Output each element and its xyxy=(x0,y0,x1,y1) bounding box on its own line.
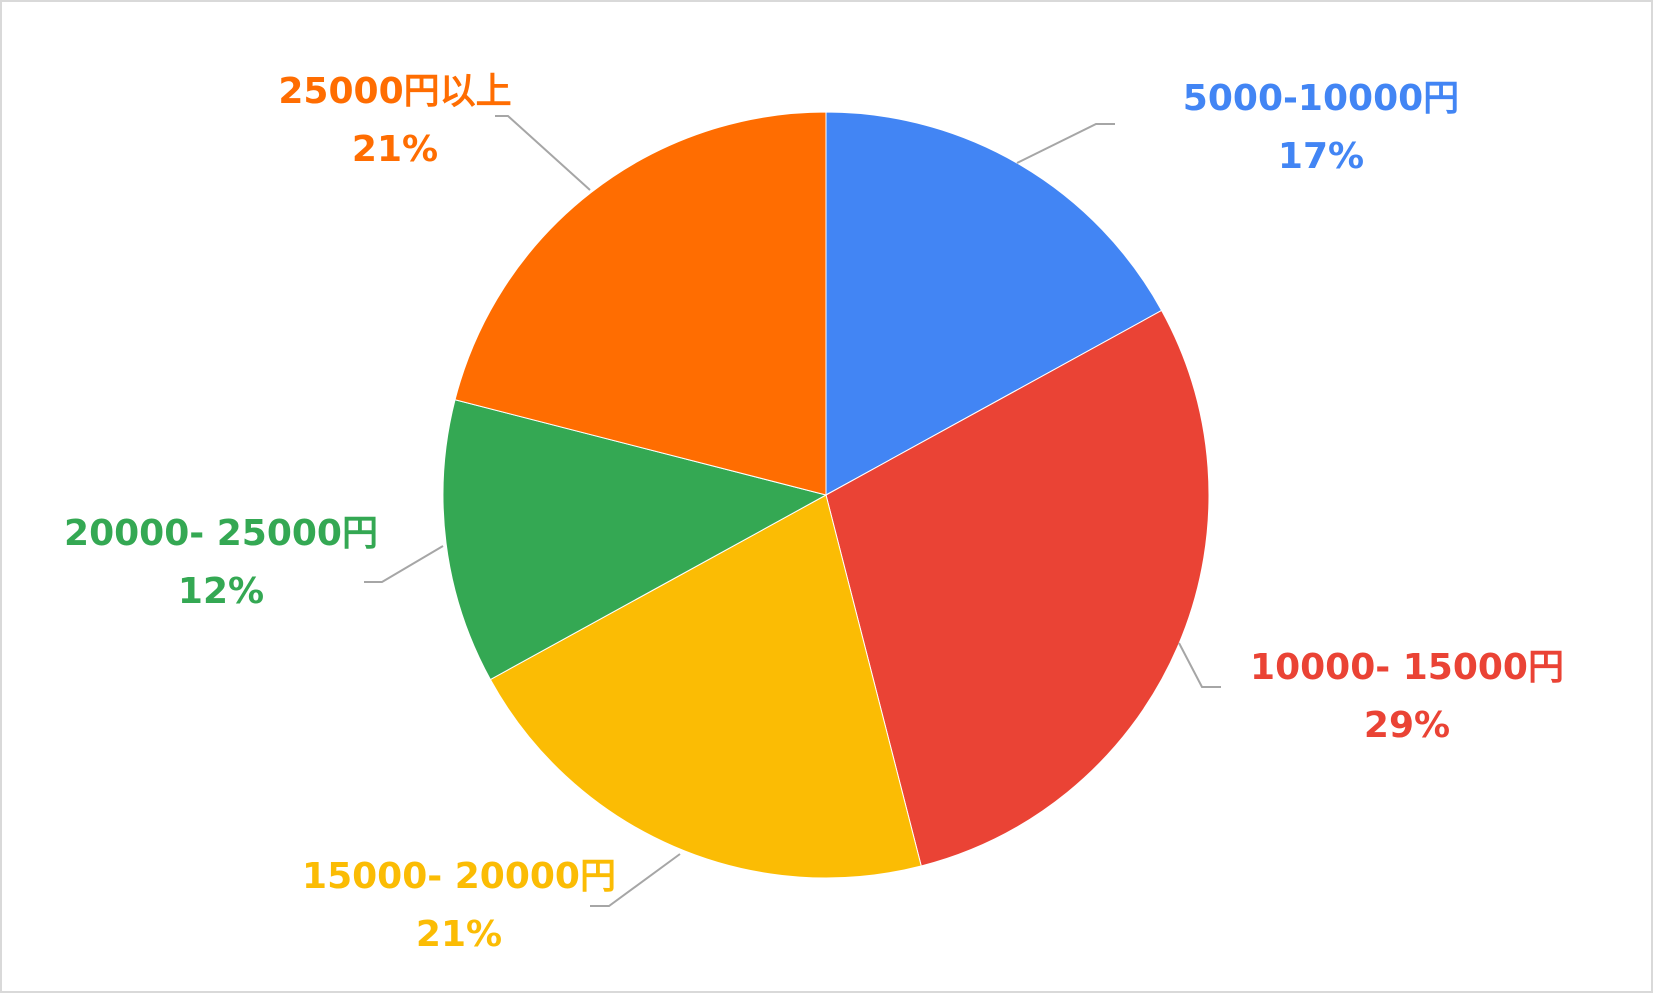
slice-label: 15000- 20000円 xyxy=(302,856,616,897)
pie-slice xyxy=(825,309,1210,867)
pie-slice xyxy=(489,494,922,879)
leader-line xyxy=(1016,123,1115,164)
slice-label: 20000- 25000円 xyxy=(64,513,378,554)
slice-label: 5000-10000円 xyxy=(1183,78,1459,119)
pie-slice xyxy=(442,399,828,681)
slice-label: 25000円以上 xyxy=(278,71,511,112)
leader-line xyxy=(364,545,444,583)
leader-line xyxy=(590,853,681,907)
leader-line xyxy=(1178,642,1221,688)
slice-label: 10000- 15000円 xyxy=(1250,647,1564,688)
value-label: 21% xyxy=(352,129,438,170)
pie-slice xyxy=(825,111,1163,496)
leader-line xyxy=(495,115,591,191)
value-label: 21% xyxy=(416,914,502,955)
value-label: 17% xyxy=(1278,136,1364,177)
pie-slice xyxy=(454,111,827,496)
value-label: 12% xyxy=(178,571,264,612)
value-label: 29% xyxy=(1364,705,1450,746)
